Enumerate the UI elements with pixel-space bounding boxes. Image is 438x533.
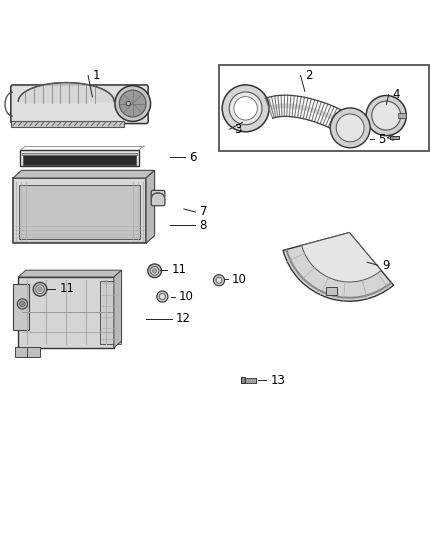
Circle shape bbox=[330, 108, 370, 148]
Wedge shape bbox=[283, 232, 393, 301]
Polygon shape bbox=[18, 270, 122, 277]
Polygon shape bbox=[146, 171, 155, 244]
Bar bbox=[13, 178, 146, 244]
Text: 13: 13 bbox=[271, 374, 286, 387]
Text: 2: 2 bbox=[305, 69, 312, 82]
Circle shape bbox=[336, 114, 364, 142]
Circle shape bbox=[36, 285, 44, 294]
Bar bbox=[100, 281, 121, 344]
Bar bbox=[18, 277, 114, 348]
Polygon shape bbox=[13, 171, 155, 178]
Bar bbox=[27, 346, 39, 357]
Text: 10: 10 bbox=[179, 290, 194, 303]
Circle shape bbox=[126, 101, 131, 106]
Text: 6: 6 bbox=[189, 151, 197, 164]
Circle shape bbox=[115, 86, 151, 122]
Wedge shape bbox=[302, 232, 381, 282]
Bar bbox=[244, 378, 256, 383]
Text: 4: 4 bbox=[393, 88, 400, 101]
Bar bbox=[390, 135, 399, 140]
Bar bbox=[241, 377, 245, 383]
Circle shape bbox=[33, 282, 47, 296]
Circle shape bbox=[20, 301, 25, 306]
Polygon shape bbox=[18, 83, 114, 101]
Bar bbox=[22, 153, 137, 155]
Bar bbox=[23, 155, 136, 165]
Bar bbox=[13, 284, 29, 330]
Bar bbox=[21, 150, 138, 166]
FancyBboxPatch shape bbox=[151, 190, 165, 206]
Bar bbox=[398, 112, 406, 118]
Circle shape bbox=[148, 264, 162, 278]
FancyBboxPatch shape bbox=[11, 85, 148, 124]
Text: 11: 11 bbox=[59, 282, 74, 295]
Polygon shape bbox=[114, 270, 122, 348]
Circle shape bbox=[366, 95, 406, 136]
Circle shape bbox=[159, 294, 166, 300]
Circle shape bbox=[17, 299, 28, 309]
Text: 8: 8 bbox=[200, 219, 207, 232]
Bar bbox=[219, 64, 429, 151]
Bar bbox=[11, 122, 124, 127]
Circle shape bbox=[157, 291, 168, 302]
Text: 11: 11 bbox=[172, 263, 187, 277]
Circle shape bbox=[119, 90, 146, 117]
Circle shape bbox=[216, 277, 222, 283]
Circle shape bbox=[229, 92, 262, 125]
Circle shape bbox=[372, 101, 401, 130]
Circle shape bbox=[234, 96, 258, 120]
Circle shape bbox=[150, 266, 159, 275]
Bar bbox=[19, 184, 140, 239]
Circle shape bbox=[38, 287, 42, 292]
Text: 7: 7 bbox=[200, 206, 207, 219]
Text: 1: 1 bbox=[92, 69, 100, 82]
Circle shape bbox=[213, 274, 225, 286]
Text: 12: 12 bbox=[176, 312, 191, 325]
Bar bbox=[15, 346, 28, 357]
Text: 3: 3 bbox=[234, 123, 241, 135]
Bar bbox=[326, 287, 337, 295]
Text: 10: 10 bbox=[232, 273, 247, 286]
Text: 5: 5 bbox=[378, 133, 385, 146]
Circle shape bbox=[152, 269, 157, 273]
Circle shape bbox=[222, 85, 269, 132]
Text: 9: 9 bbox=[382, 259, 390, 272]
